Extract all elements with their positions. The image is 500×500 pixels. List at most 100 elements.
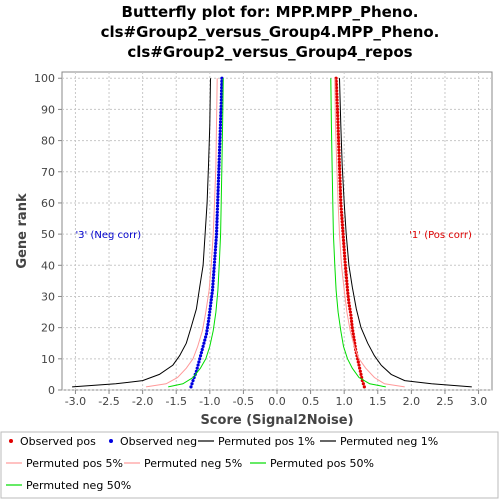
series-points-observed-pos [334, 76, 366, 389]
x-tick-label: 0.0 [268, 395, 286, 408]
point-observed-pos [338, 173, 342, 177]
legend-label: Permuted pos 1% [218, 435, 315, 448]
point-observed-pos [349, 316, 353, 320]
point-observed-pos [337, 148, 341, 152]
legend-item-permuted-pos-1: Permuted pos 1% [198, 435, 315, 448]
point-observed-neg [218, 126, 222, 130]
legend-label: Observed neg [120, 435, 197, 448]
pos-corr-annotation: '1' (Pos corr) [409, 230, 472, 241]
legend-label: Permuted neg 50% [26, 479, 131, 492]
point-observed-pos [339, 204, 343, 208]
point-observed-pos [350, 322, 354, 327]
x-tick-label: -2.0 [132, 395, 153, 408]
point-observed-neg [218, 142, 222, 146]
y-tick-label: 20 [41, 322, 55, 335]
point-observed-pos [344, 269, 348, 274]
point-observed-neg [202, 341, 206, 345]
point-observed-neg [215, 229, 219, 233]
point-observed-neg [217, 170, 221, 174]
point-observed-neg [208, 310, 212, 314]
point-observed-neg [209, 297, 213, 302]
point-observed-neg [218, 123, 223, 127]
point-observed-neg [217, 148, 222, 152]
point-observed-pos [337, 151, 341, 155]
point-observed-neg [210, 294, 214, 299]
point-observed-pos [352, 335, 356, 339]
point-observed-neg [195, 366, 199, 370]
point-observed-neg [213, 257, 217, 261]
neg-corr-annotation: '3' (Neg corr) [75, 230, 141, 241]
chart-title-line-2: cls#Group2_versus_Group4.MPP_Pheno. [101, 23, 440, 41]
point-observed-pos [336, 114, 340, 118]
point-observed-neg [220, 76, 224, 80]
point-observed-pos [344, 266, 348, 271]
point-observed-pos [341, 229, 345, 233]
point-observed-neg [219, 114, 223, 118]
point-observed-neg [217, 163, 221, 168]
point-observed-neg [214, 232, 219, 236]
legend-label: Permuted pos 5% [26, 457, 123, 470]
point-observed-pos [340, 223, 344, 227]
point-observed-pos [346, 297, 351, 302]
point-observed-neg [191, 379, 195, 383]
series-line-permuted-neg-50 [168, 78, 224, 388]
point-observed-pos [338, 170, 342, 174]
point-observed-neg [207, 316, 211, 320]
point-observed-pos [340, 216, 344, 221]
point-observed-neg [218, 138, 222, 143]
point-observed-neg [213, 251, 217, 255]
y-tick-label: 90 [41, 103, 55, 116]
series-line-permuted-pos-1 [339, 78, 472, 388]
point-observed-neg [208, 307, 212, 311]
point-observed-pos [342, 241, 346, 246]
x-tick-label: 2.5 [436, 395, 454, 408]
y-tick-label: 100 [34, 72, 55, 85]
point-observed-neg [215, 220, 219, 224]
y-tick-label: 50 [41, 228, 55, 241]
point-observed-pos [338, 179, 342, 183]
point-observed-neg [217, 151, 222, 155]
axis-ticks: -3.0 -2.5 -2.0 -1.5 -1.0 -0.5 0.0 0.5 1.0 1.5 2.0 2… [34, 72, 487, 408]
point-observed-neg [218, 129, 222, 133]
legend-label: Observed pos [20, 435, 96, 448]
point-observed-pos [345, 285, 349, 289]
point-observed-neg [205, 329, 209, 333]
point-observed-neg [210, 291, 214, 295]
point-observed-pos [356, 360, 360, 364]
point-observed-pos [358, 366, 362, 370]
point-observed-pos [342, 248, 346, 252]
point-observed-pos [336, 120, 340, 124]
point-observed-pos [343, 257, 347, 261]
point-observed-neg [220, 82, 224, 87]
point-observed-neg [199, 350, 204, 355]
point-observed-neg [215, 210, 219, 214]
point-observed-neg [196, 363, 200, 367]
point-observed-pos [345, 282, 349, 286]
point-observed-neg [216, 195, 220, 199]
point-observed-pos [335, 98, 339, 102]
point-observed-neg [215, 223, 219, 227]
point-observed-pos [335, 107, 340, 112]
point-observed-pos [344, 273, 348, 277]
point-observed-neg [214, 244, 218, 249]
point-observed-neg [189, 385, 193, 389]
point-observed-pos [336, 135, 341, 140]
legend-label: Permuted neg 5% [144, 457, 242, 470]
point-observed-neg [215, 204, 220, 208]
x-axis-label: Score (Signal2Noise) [200, 413, 353, 428]
point-observed-neg [220, 85, 224, 90]
point-observed-pos [340, 220, 344, 224]
x-tick-label: -0.5 [233, 395, 254, 408]
point-observed-neg [218, 132, 222, 136]
point-observed-pos [335, 95, 339, 99]
point-observed-pos [345, 279, 349, 283]
point-observed-neg [214, 235, 218, 239]
point-observed-neg [211, 285, 215, 289]
legend-item-observed-neg: Observed neg [109, 435, 197, 448]
point-observed-neg [206, 322, 210, 327]
grid [62, 72, 492, 391]
point-observed-pos [347, 304, 351, 308]
point-observed-pos [335, 110, 340, 115]
point-observed-neg [197, 360, 201, 364]
point-observed-neg [212, 269, 216, 274]
